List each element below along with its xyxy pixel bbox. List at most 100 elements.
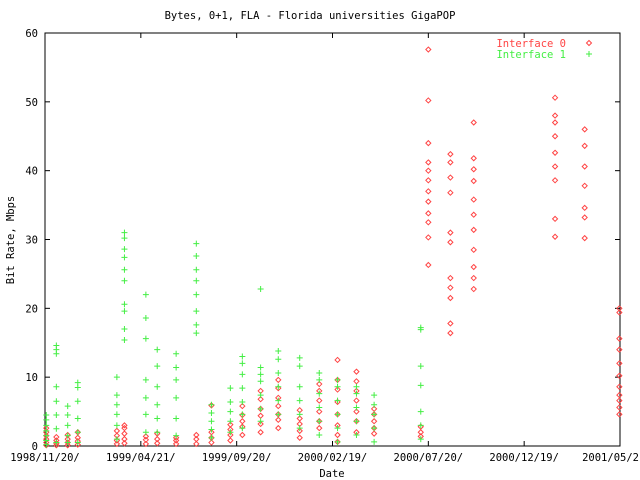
data-point-interface-0 <box>425 139 432 147</box>
data-point-interface-0 <box>316 397 323 404</box>
data-point-interface-0 <box>296 434 303 441</box>
data-point-interface-0 <box>121 440 128 447</box>
data-point-interface-0 <box>257 395 264 403</box>
data-point-interface-1 <box>43 427 50 434</box>
data-point-interface-0 <box>113 440 121 448</box>
data-point-interface-0 <box>447 284 454 291</box>
data-point-interface-0 <box>470 285 477 293</box>
data-point-interface-1 <box>113 392 120 399</box>
data-point-interface-0 <box>470 274 477 282</box>
data-point-interface-0 <box>551 163 559 170</box>
data-point-interface-1 <box>296 363 303 370</box>
data-point-interface-0 <box>353 397 360 404</box>
data-point-interface-1 <box>113 401 120 408</box>
data-point-interface-0 <box>616 404 623 411</box>
data-point-interface-1 <box>239 411 246 418</box>
data-point-interface-1 <box>257 364 264 371</box>
data-point-interface-1 <box>353 418 360 425</box>
data-point-interface-1 <box>275 370 282 377</box>
data-point-interface-1 <box>193 266 200 273</box>
data-point-interface-0 <box>334 386 341 393</box>
data-point-interface-0 <box>275 376 282 384</box>
data-point-interface-1 <box>121 336 128 343</box>
data-point-interface-0 <box>208 429 215 436</box>
data-point-interface-1 <box>334 425 341 432</box>
data-point-interface-1 <box>121 277 128 284</box>
data-point-interface-0 <box>172 440 180 448</box>
data-point-interface-1 <box>173 394 180 401</box>
data-point-interface-1 <box>113 374 120 381</box>
data-point-interface-0 <box>551 149 559 156</box>
data-point-interface-1 <box>121 308 128 315</box>
legend-label-interface-1: Interface 1 <box>496 49 566 61</box>
data-point-interface-1 <box>257 378 264 385</box>
data-point-interface-0 <box>142 433 150 440</box>
y-tick-label: 60 <box>25 28 38 40</box>
data-point-interface-0 <box>447 239 454 246</box>
series-interface-0 <box>43 46 623 449</box>
data-point-interface-1 <box>53 412 60 419</box>
data-point-interface-1 <box>193 321 200 328</box>
data-point-interface-1 <box>142 376 149 383</box>
data-point-interface-1 <box>239 360 246 367</box>
data-point-interface-0 <box>470 166 477 173</box>
data-point-interface-1 <box>142 291 149 298</box>
data-point-interface-1 <box>53 439 60 446</box>
data-point-interface-0 <box>616 360 623 367</box>
data-point-interface-0 <box>353 368 360 375</box>
data-point-interface-1 <box>208 426 215 433</box>
data-point-interface-0 <box>316 408 323 415</box>
data-point-interface-1 <box>316 370 323 377</box>
data-point-interface-0 <box>581 126 588 133</box>
data-point-interface-0 <box>121 424 128 432</box>
data-point-interface-0 <box>417 429 424 436</box>
data-point-interface-0 <box>425 177 432 184</box>
data-point-interface-1 <box>353 431 360 438</box>
data-point-interface-1 <box>53 383 60 390</box>
data-point-interface-1 <box>275 356 282 363</box>
x-tick-label: 2000/12/19/ <box>489 452 559 464</box>
data-point-interface-1 <box>43 422 50 429</box>
data-point-interface-1 <box>113 436 120 443</box>
data-point-interface-1 <box>142 411 149 418</box>
y-tick-label: 10 <box>25 372 38 384</box>
data-point-interface-0 <box>239 431 246 439</box>
data-point-interface-1 <box>154 363 161 370</box>
data-point-interface-0 <box>447 320 454 327</box>
data-point-interface-0 <box>616 335 623 342</box>
data-point-interface-0 <box>227 431 234 439</box>
data-point-interface-0 <box>370 430 378 437</box>
data-point-interface-1 <box>154 429 161 436</box>
data-point-interface-0 <box>551 119 559 126</box>
data-point-interface-0 <box>121 430 128 437</box>
data-point-interface-1 <box>417 363 424 370</box>
data-point-interface-1 <box>417 382 424 389</box>
data-point-interface-0 <box>470 119 477 126</box>
data-point-interface-1 <box>257 286 264 293</box>
chart-title: Bytes, 0+1, FLA - Florida universities G… <box>165 10 456 22</box>
data-point-interface-1 <box>316 418 323 425</box>
data-point-interface-0 <box>447 229 454 236</box>
data-point-interface-1 <box>208 409 215 416</box>
data-point-interface-1 <box>239 398 246 405</box>
data-point-interface-1 <box>296 354 303 361</box>
data-point-interface-0 <box>425 46 432 53</box>
data-point-interface-1 <box>121 325 128 332</box>
data-point-interface-1 <box>64 403 71 410</box>
data-point-interface-0 <box>425 97 432 104</box>
data-point-interface-1 <box>371 401 378 408</box>
data-point-interface-1 <box>64 412 71 419</box>
data-point-interface-0 <box>470 177 477 185</box>
data-point-interface-1 <box>334 438 341 445</box>
data-point-interface-0 <box>425 219 432 226</box>
data-point-interface-0 <box>447 274 454 282</box>
data-point-interface-1 <box>371 392 378 399</box>
data-point-interface-0 <box>353 408 360 415</box>
data-point-interface-1 <box>334 376 341 383</box>
data-point-interface-1 <box>257 392 264 399</box>
data-point-interface-1 <box>227 385 234 392</box>
data-point-interface-1 <box>74 439 81 446</box>
data-point-interface-0 <box>334 356 341 364</box>
data-point-interface-0 <box>616 305 623 312</box>
x-axis-label: Date <box>319 468 344 480</box>
